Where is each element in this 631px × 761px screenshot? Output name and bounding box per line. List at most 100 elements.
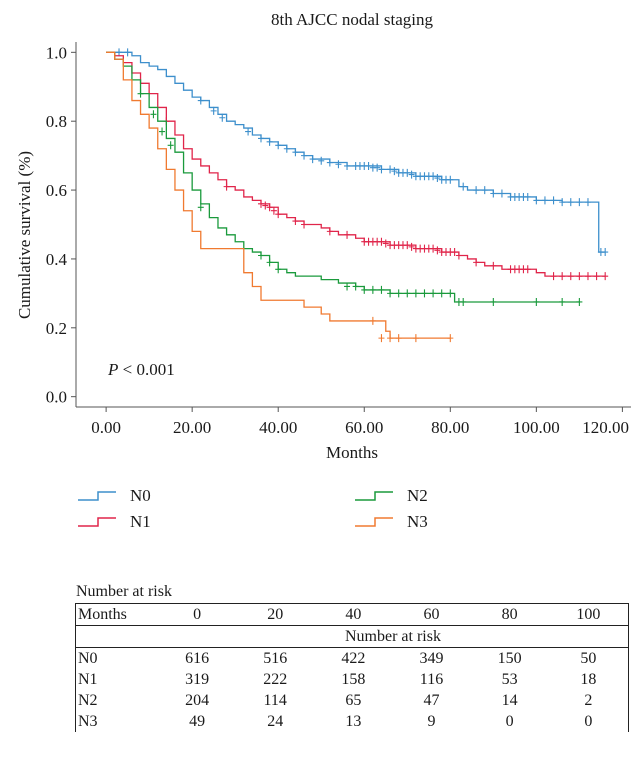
censor-mark-n2	[344, 282, 351, 291]
risk-row-label: N2	[75, 690, 158, 711]
km-chart: 8th AJCC nodal staging Cumulative surviv…	[15, 10, 631, 462]
x-tick-label: 100.00	[513, 418, 560, 437]
x-tick-label: 40.00	[259, 418, 297, 437]
censor-mark-n1	[270, 206, 277, 215]
censor-mark-n1	[430, 244, 437, 253]
legend-swatch	[78, 517, 116, 527]
risk-header-row: Months 0 20 40 60 80 100	[75, 603, 629, 626]
legend-label: N3	[407, 512, 428, 531]
censor-mark-n2	[438, 289, 445, 298]
censor-mark-n0	[301, 151, 308, 160]
risk-cell: 50	[548, 647, 629, 669]
y-tick-label: 0.0	[46, 388, 67, 407]
censor-mark-n1	[275, 210, 282, 219]
risk-subheader: Number at risk	[158, 625, 629, 648]
censor-mark-n2	[447, 289, 454, 298]
censor-mark-n0	[391, 167, 398, 176]
censor-mark-n2	[404, 289, 411, 298]
censor-mark-n0	[245, 127, 252, 136]
survival-curve-n3	[106, 51, 451, 339]
risk-header-cell: 80	[470, 603, 549, 626]
censor-mark-n2	[167, 141, 174, 150]
survival-curve-n1	[106, 51, 606, 277]
censor-mark-n1	[326, 227, 333, 236]
axes: 0.0 0.2 0.4 0.6 0.8 1.0 0.00 20.00 40.00 60.00 80.…	[46, 42, 631, 437]
risk-cell: 150	[497, 649, 522, 667]
risk-row-label: N1	[75, 669, 158, 690]
censor-mark-n0	[541, 196, 548, 205]
risk-cell: 422	[341, 649, 366, 667]
censor-mark-n0	[116, 48, 123, 57]
legend-label: N0	[130, 486, 151, 505]
series-n3	[106, 51, 454, 343]
censor-mark-n2	[159, 127, 166, 136]
censor-mark-n0	[576, 198, 583, 207]
y-tick-label: 1.0	[46, 43, 67, 62]
risk-cell: 349	[419, 649, 444, 667]
risk-cell: 204	[185, 691, 210, 709]
x-axis-label: Months	[326, 443, 378, 462]
risk-cell: 616	[185, 649, 210, 667]
censor-mark-n0	[567, 198, 574, 207]
censor-mark-n0	[219, 113, 226, 122]
x-tick-label: 80.00	[431, 418, 469, 437]
legend-swatch	[355, 491, 393, 501]
censor-mark-n1	[258, 199, 264, 208]
censor-mark-n1	[593, 272, 600, 281]
censor-mark-n2	[369, 285, 376, 294]
risk-cell: 49	[189, 712, 206, 730]
censor-mark-n2	[490, 297, 497, 306]
censor-mark-n2	[258, 251, 264, 260]
censor-mark-n0	[430, 172, 437, 181]
censor-mark-n2	[266, 258, 273, 267]
censor-mark-n1	[524, 265, 531, 274]
censor-mark-n2	[275, 265, 282, 274]
risk-cell: 158	[341, 670, 366, 688]
risk-table-title: Number at risk	[76, 583, 172, 600]
censor-mark-n0	[197, 96, 204, 105]
y-tick-label: 0.2	[46, 319, 67, 338]
censor-mark-n1	[473, 258, 480, 267]
risk-cell: 222	[263, 670, 288, 688]
censor-mark-n0	[335, 160, 342, 169]
censor-mark-n2	[150, 110, 157, 119]
censor-mark-n0	[283, 144, 290, 153]
risk-cell: 0	[505, 712, 514, 730]
censor-mark-n0	[490, 189, 497, 198]
legend-label: N2	[407, 486, 428, 505]
censor-mark-n1	[266, 203, 273, 212]
risk-subheader-spacer	[75, 625, 158, 648]
censor-mark-n2	[378, 285, 385, 294]
censor-mark-n0	[210, 106, 217, 115]
censor-mark-n1	[602, 272, 609, 281]
censor-mark-n2	[421, 289, 428, 298]
censor-mark-n2	[395, 289, 402, 298]
risk-cell: 47	[423, 691, 440, 709]
risk-row-n1: N1 319 222 158 116 53 18	[75, 669, 629, 690]
censor-mark-n3	[412, 334, 419, 343]
censor-mark-n2	[387, 289, 394, 298]
censor-mark-n1	[404, 241, 411, 250]
censor-mark-n1	[223, 182, 230, 191]
censor-mark-n2	[197, 203, 204, 212]
censor-mark-n1	[451, 248, 458, 257]
y-tick-label: 0.8	[46, 112, 67, 131]
censor-mark-n0	[309, 155, 316, 164]
censor-mark-n1	[584, 272, 591, 281]
x-tick-label: 120.00	[582, 418, 629, 437]
legend-swatch	[355, 517, 393, 527]
censor-mark-n0	[365, 161, 372, 170]
series-layer	[106, 48, 609, 343]
censor-mark-n0	[408, 170, 415, 179]
risk-row-n2: N2 204 114 65 47 14 2	[75, 690, 629, 711]
risk-header-cell: 60	[392, 603, 471, 626]
risk-header-label: Months	[75, 603, 158, 626]
censor-mark-n2	[576, 297, 583, 306]
risk-row-label: N0	[75, 647, 158, 669]
risk-cell: 18	[548, 669, 629, 690]
legend-swatch	[78, 491, 116, 501]
censor-mark-n0	[258, 134, 264, 143]
x-tick-label: 20.00	[173, 418, 211, 437]
censor-mark-n1	[550, 272, 557, 281]
risk-header-cell: 20	[236, 603, 315, 626]
